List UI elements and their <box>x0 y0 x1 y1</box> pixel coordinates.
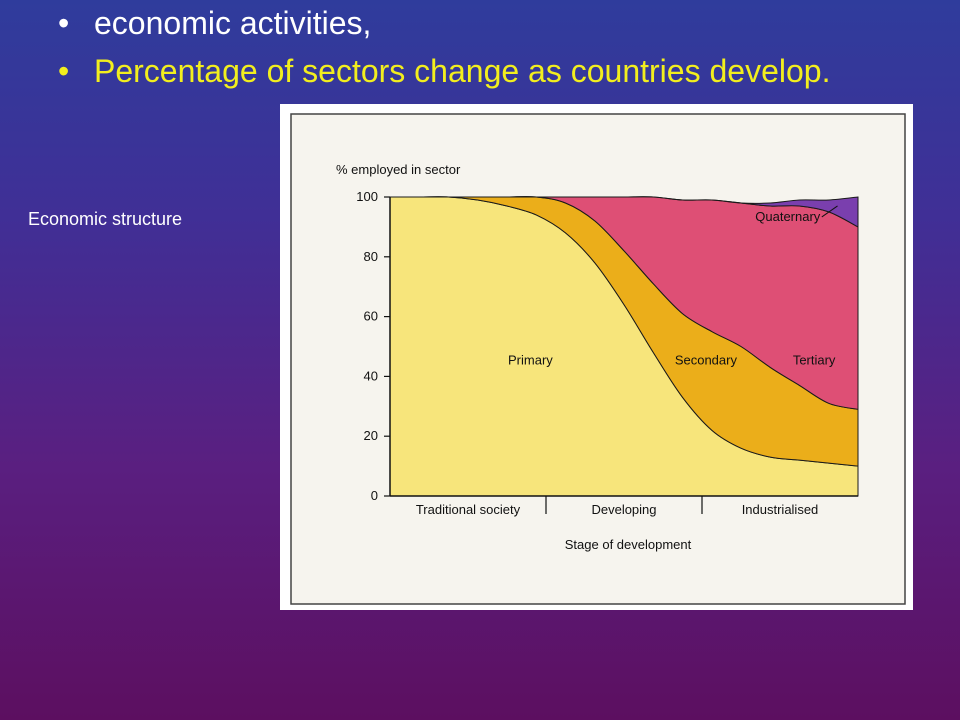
y-axis-title: % employed in sector <box>336 162 461 177</box>
area-quaternary <box>390 196 859 228</box>
x-stage-label: Industrialised <box>742 502 819 517</box>
y-tick-label: 40 <box>364 368 378 383</box>
y-tick-label: 20 <box>364 428 378 443</box>
series-label-quaternary: Quaternary <box>755 209 821 224</box>
series-label-secondary: Secondary <box>675 352 738 367</box>
bullet-economic-activities: economic activities, <box>58 4 834 42</box>
bullet-percentage-sectors: Percentage of sectors change as countrie… <box>58 52 834 90</box>
series-label-primary: Primary <box>508 352 553 367</box>
chart-figure: 0 20 40 60 80 100 Traditional society Developi… <box>280 104 913 610</box>
y-tick-label: 0 <box>371 488 378 503</box>
y-tick-label: 60 <box>364 309 378 324</box>
economic-structure-label: Economic structure <box>28 209 183 229</box>
y-tick-label: 80 <box>364 249 378 264</box>
quaternary-leader-line <box>821 205 838 218</box>
x-axis-title: Stage of development <box>565 537 692 552</box>
chart-areas <box>389 196 859 497</box>
y-axis: 0 20 40 60 80 100 <box>356 189 391 503</box>
x-stage-label: Developing <box>591 502 656 517</box>
bullet-list: economic activities, Percentage of secto… <box>58 4 834 100</box>
y-tick-label: 100 <box>356 189 378 204</box>
employment-stacked-area-chart: 0 20 40 60 80 100 Traditional society Developi… <box>290 113 906 605</box>
x-stage-label: Traditional society <box>416 502 521 517</box>
x-axis: Traditional society Developing Industriali… <box>390 495 858 517</box>
series-labels: Primary Secondary Tertiary Quaternary <box>508 205 838 367</box>
series-label-tertiary: Tertiary <box>793 352 836 367</box>
